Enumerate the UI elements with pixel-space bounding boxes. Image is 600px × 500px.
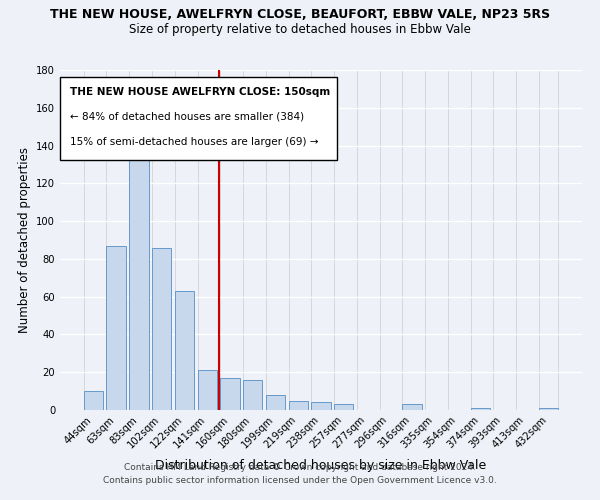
Y-axis label: Number of detached properties: Number of detached properties <box>17 147 31 333</box>
Bar <box>311 402 331 410</box>
Text: 15% of semi-detached houses are larger (69) →: 15% of semi-detached houses are larger (… <box>70 136 319 146</box>
Bar <box>84 391 103 410</box>
Bar <box>152 248 172 410</box>
Text: THE NEW HOUSE, AWELFRYN CLOSE, BEAUFORT, EBBW VALE, NP23 5RS: THE NEW HOUSE, AWELFRYN CLOSE, BEAUFORT,… <box>50 8 550 20</box>
Bar <box>129 157 149 410</box>
Bar <box>539 408 558 410</box>
Bar <box>106 246 126 410</box>
Bar <box>289 400 308 410</box>
Text: ← 84% of detached houses are smaller (384): ← 84% of detached houses are smaller (38… <box>70 112 305 122</box>
Bar <box>266 395 285 410</box>
Text: THE NEW HOUSE AWELFRYN CLOSE: 150sqm: THE NEW HOUSE AWELFRYN CLOSE: 150sqm <box>70 87 331 97</box>
Text: Size of property relative to detached houses in Ebbw Vale: Size of property relative to detached ho… <box>129 22 471 36</box>
Bar <box>403 404 422 410</box>
X-axis label: Distribution of detached houses by size in Ebbw Vale: Distribution of detached houses by size … <box>155 459 487 472</box>
Bar <box>243 380 262 410</box>
Text: Contains public sector information licensed under the Open Government Licence v3: Contains public sector information licen… <box>103 476 497 485</box>
Bar <box>197 370 217 410</box>
FancyBboxPatch shape <box>60 77 337 160</box>
Bar <box>470 408 490 410</box>
Text: Contains HM Land Registry data © Crown copyright and database right 2024.: Contains HM Land Registry data © Crown c… <box>124 464 476 472</box>
Bar <box>334 404 353 410</box>
Bar <box>175 291 194 410</box>
Bar <box>220 378 239 410</box>
